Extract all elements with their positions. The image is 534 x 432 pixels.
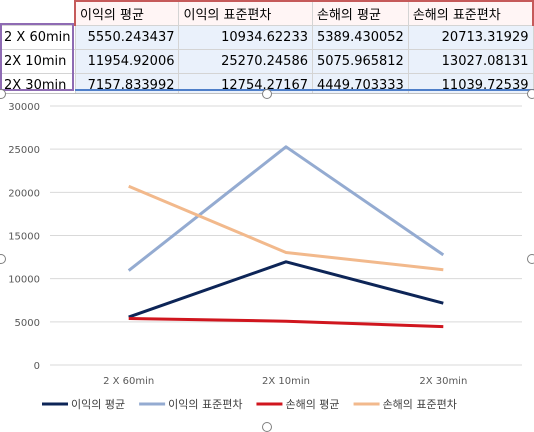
- y-tick-label: 25000: [8, 145, 40, 156]
- row-label-cell[interactable]: 2 X 60min: [0, 25, 76, 50]
- value-cell[interactable]: 5075.965812: [312, 49, 409, 74]
- y-tick-label: 10000: [8, 275, 40, 286]
- value-cell[interactable]: 11954.92006: [75, 49, 180, 74]
- table-row: 2 X 60min 5550.243437 10934.62233 5389.4…: [0, 25, 534, 50]
- resize-handle-top[interactable]: [262, 89, 272, 99]
- legend-label: 이익의 평균: [71, 398, 125, 411]
- value-cell[interactable]: 20713.31929: [408, 25, 534, 50]
- table-row: 2X 10min 11954.92006 25270.24586 5075.96…: [0, 49, 534, 74]
- value-cell[interactable]: 5550.243437: [75, 25, 180, 50]
- spreadsheet-range: 이익의 평균 이익의 표준편차 손해의 평균 손해의 표준편차 2 X 60mi…: [0, 0, 534, 98]
- corner-cell[interactable]: [0, 1, 76, 26]
- series-line: [128, 260, 444, 319]
- y-tick-label: 30000: [8, 102, 40, 113]
- series-line: [128, 317, 444, 329]
- value-cell[interactable]: 13027.08131: [408, 49, 534, 74]
- y-tick-label: 5000: [15, 318, 40, 329]
- header-cell[interactable]: 이익의 평균: [74, 0, 180, 26]
- x-tick-label: 2X 30min: [419, 376, 467, 387]
- resize-handle-top-right[interactable]: [527, 89, 534, 99]
- value-cell[interactable]: 10934.62233: [178, 25, 313, 50]
- series-line: [128, 184, 444, 272]
- value-cell[interactable]: 25270.24586: [178, 49, 313, 74]
- series-line: [127, 145, 445, 272]
- value-cell[interactable]: 5389.430052: [312, 25, 409, 50]
- row-label-cell[interactable]: 2X 10min: [0, 49, 76, 74]
- header-row: 이익의 평균 이익의 표준편차 손해의 평균 손해의 표준편차: [0, 0, 534, 26]
- chart-svg: 30000 25000 20000 15000 10000 5000 0 2 X 60min 2…: [8, 102, 522, 411]
- legend-label: 손해의 평균: [285, 397, 339, 411]
- legend-label: 손해의 표준편차: [383, 397, 457, 411]
- header-cell[interactable]: 손해의 평균: [312, 0, 409, 26]
- x-tick-label: 2 X 60min: [103, 376, 154, 387]
- line-chart[interactable]: 30000 25000 20000 15000 10000 5000 0 2 X 60min 2…: [0, 89, 534, 432]
- legend-label: 이익의 표준편차: [168, 398, 242, 411]
- data-table: 이익의 평균 이익의 표준편차 손해의 평균 손해의 표준편차 2 X 60mi…: [0, 0, 534, 98]
- resize-handle-bottom[interactable]: [262, 422, 272, 432]
- y-tick-label: 15000: [8, 232, 40, 243]
- header-cell[interactable]: 이익의 표준편차: [178, 0, 313, 26]
- y-tick-label: 20000: [8, 188, 40, 199]
- y-tick-label: 0: [34, 361, 40, 372]
- resize-handle-left[interactable]: [0, 254, 6, 264]
- resize-handle-right[interactable]: [527, 254, 534, 264]
- resize-handle-top-left[interactable]: [0, 89, 6, 99]
- x-tick-label: 2X 10min: [262, 376, 310, 387]
- header-cell[interactable]: 손해의 표준편차: [408, 0, 534, 26]
